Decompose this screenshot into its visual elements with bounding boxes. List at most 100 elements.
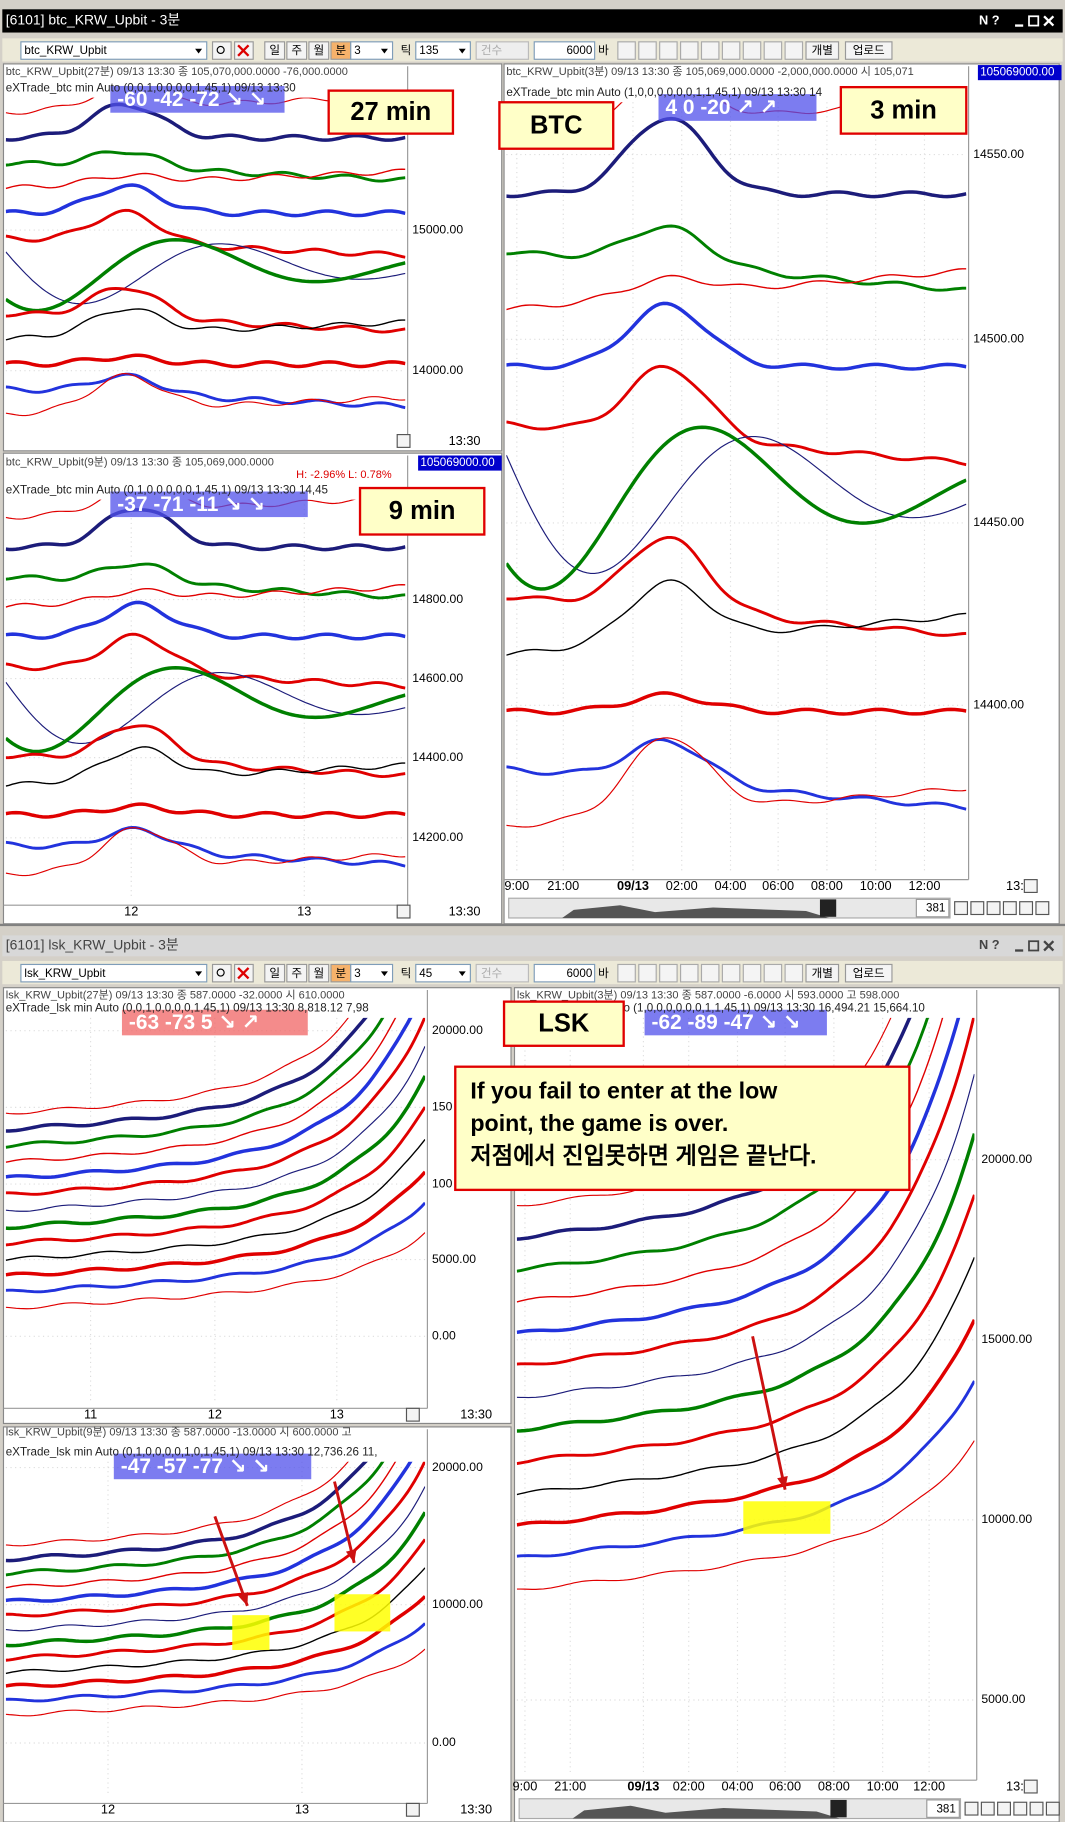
indicator-curve xyxy=(5,1139,426,1261)
tick-select[interactable] xyxy=(415,41,471,60)
toolbar-button[interactable] xyxy=(844,963,893,983)
nav-button[interactable] xyxy=(970,901,985,916)
period-button[interactable] xyxy=(308,41,330,60)
close-button[interactable] xyxy=(1043,940,1055,952)
maximize-button[interactable] xyxy=(1028,940,1040,952)
period-label[interactable]: 분 xyxy=(336,967,347,980)
tool-icon[interactable] xyxy=(659,41,678,60)
scroll-thumb[interactable] xyxy=(830,1799,847,1818)
x-tick-label: 12 xyxy=(124,904,138,919)
nav-button[interactable] xyxy=(1029,1801,1044,1816)
tool-icon[interactable] xyxy=(784,963,804,983)
nav-button[interactable] xyxy=(954,901,969,916)
tool-icon[interactable] xyxy=(742,41,762,60)
tool-icon[interactable] xyxy=(700,963,720,983)
bars[interactable]: 6000 xyxy=(566,44,592,57)
badge-bg xyxy=(110,491,308,518)
tool-icon[interactable] xyxy=(659,963,678,983)
close-button[interactable] xyxy=(1043,15,1055,27)
tool-icon[interactable] xyxy=(638,963,657,983)
nav-button[interactable] xyxy=(980,1801,995,1816)
tool-icon[interactable] xyxy=(784,41,804,60)
window-controls[interactable]: N ? xyxy=(979,12,1000,27)
arrow-head xyxy=(777,1475,788,1490)
nav-button[interactable] xyxy=(986,901,1001,916)
symbol[interactable]: btc_KRW_Upbit xyxy=(24,44,107,57)
period-button[interactable] xyxy=(264,963,286,983)
toolbar-button[interactable] xyxy=(844,41,893,60)
panel-header: btc_KRW_Upbit(3분) 09/13 13:30 종 105,069,… xyxy=(506,66,913,78)
nav-button[interactable] xyxy=(1013,1801,1028,1816)
period-button[interactable] xyxy=(286,963,308,983)
signal-badge: -62 -89 -47 ↘ ↘ xyxy=(652,1011,801,1034)
interval-select[interactable] xyxy=(350,41,394,60)
nav-button[interactable] xyxy=(997,1801,1011,1816)
annotation-arrow xyxy=(333,1481,356,1564)
period-label[interactable]: 주 xyxy=(291,967,302,980)
period-button[interactable] xyxy=(308,963,330,983)
nav-button[interactable] xyxy=(1019,901,1034,916)
tool-icon[interactable] xyxy=(700,41,720,60)
x-tick-label: 04:00 xyxy=(722,1779,754,1794)
period-label[interactable]: 분 xyxy=(336,44,347,57)
indicator-curve xyxy=(5,1511,426,1648)
toolbar-button[interactable] xyxy=(805,963,840,983)
tool-icon[interactable] xyxy=(679,41,699,60)
tool-icon[interactable] xyxy=(763,41,783,60)
maximize-button[interactable] xyxy=(1028,15,1040,27)
toolbar-button-label[interactable]: 개별 xyxy=(812,967,833,980)
dropdown-arrow xyxy=(458,971,466,977)
interval[interactable]: 3 xyxy=(354,44,360,57)
interval[interactable]: 3 xyxy=(354,967,360,980)
y-tick-label: 14200.00 xyxy=(412,830,463,844)
symbol[interactable]: lsk_KRW_Upbit xyxy=(24,967,106,980)
symbol-select[interactable] xyxy=(20,41,208,60)
period-button[interactable] xyxy=(264,41,286,60)
nav-button[interactable] xyxy=(964,1801,979,1816)
label-box xyxy=(498,101,615,150)
nav-button[interactable] xyxy=(1045,1801,1060,1816)
toolbar-button-label[interactable]: 개별 xyxy=(812,44,833,57)
search-button[interactable] xyxy=(211,41,232,60)
curves xyxy=(5,499,406,877)
search-button[interactable] xyxy=(211,963,232,983)
highlight xyxy=(743,1501,831,1534)
bars-input[interactable] xyxy=(533,41,596,60)
tool-icon[interactable] xyxy=(638,41,657,60)
tick-select[interactable] xyxy=(415,963,471,983)
tool-icon[interactable] xyxy=(721,41,741,60)
tool-icon[interactable] xyxy=(617,963,636,983)
tool-icon[interactable] xyxy=(617,41,636,60)
tool-icon[interactable] xyxy=(742,963,762,983)
bars-input[interactable] xyxy=(533,963,596,983)
tick-count[interactable]: 135 xyxy=(419,44,438,57)
interval-select[interactable] xyxy=(350,963,394,983)
zoom-button[interactable] xyxy=(405,1802,420,1817)
zoom-button[interactable] xyxy=(1023,879,1038,893)
toolbar-button-label[interactable]: 업로드 xyxy=(853,967,885,980)
tool-icon[interactable] xyxy=(721,963,741,983)
bars[interactable]: 6000 xyxy=(566,967,592,980)
period-label[interactable]: 월 xyxy=(313,967,324,980)
tool-icon[interactable] xyxy=(679,963,699,983)
bars-unit: 바 xyxy=(598,44,609,57)
period-button[interactable] xyxy=(286,41,308,60)
period-label[interactable]: 월 xyxy=(313,44,324,57)
zoom-button[interactable] xyxy=(1023,1779,1038,1794)
indicator-label: eXTrade_btc min Auto (1,0,0,0,0,0,0,1,1,… xyxy=(506,86,822,99)
zoom-button[interactable] xyxy=(405,1407,420,1422)
toolbar-button-label[interactable]: 업로드 xyxy=(853,44,885,57)
symbol-select[interactable] xyxy=(20,963,208,983)
period-label[interactable]: 일 xyxy=(269,43,280,57)
nav-button[interactable] xyxy=(1035,901,1050,916)
nav-button[interactable] xyxy=(1002,901,1017,916)
window-controls[interactable]: N ? xyxy=(979,937,1000,952)
toolbar-button[interactable] xyxy=(805,41,840,60)
period-label[interactable]: 일 xyxy=(269,966,280,980)
zoom-button[interactable] xyxy=(396,434,411,448)
tool-icon[interactable] xyxy=(763,963,783,983)
scroll-thumb[interactable] xyxy=(819,899,837,917)
period-label[interactable]: 주 xyxy=(291,44,302,57)
tick-count[interactable]: 45 xyxy=(419,967,432,980)
zoom-button[interactable] xyxy=(396,904,411,919)
